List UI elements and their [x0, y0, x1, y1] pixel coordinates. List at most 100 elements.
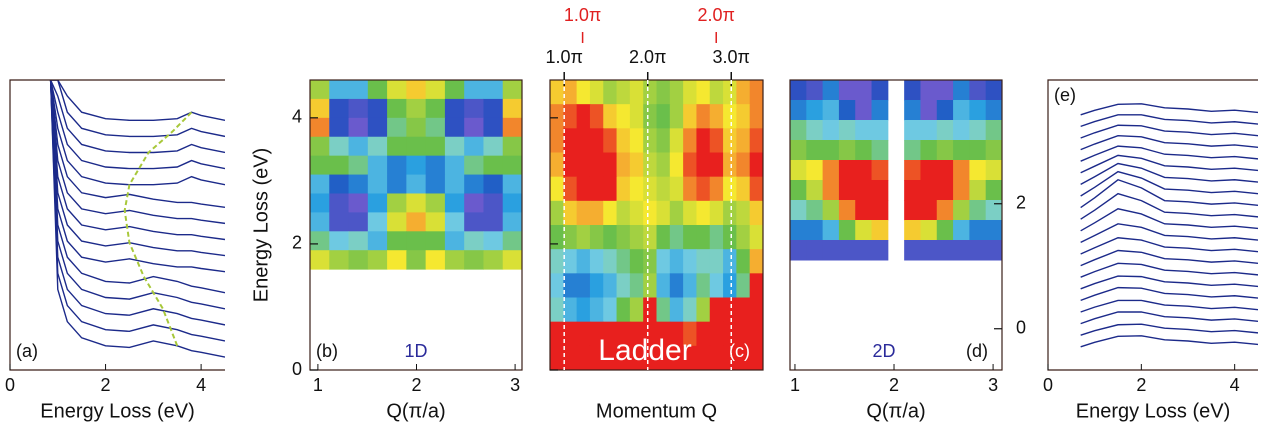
heat-cell [920, 80, 938, 101]
heat-cell [589, 80, 604, 105]
heat-cell [367, 231, 388, 251]
panel [790, 80, 1002, 261]
heat-cell [749, 273, 763, 298]
heat-cell [483, 155, 504, 176]
heat-cell [709, 80, 724, 105]
heat-cell [920, 120, 938, 141]
heat-cell [969, 140, 987, 161]
heat-cell [348, 80, 369, 100]
heat-cell [444, 155, 465, 176]
x-tick-label: 4 [1230, 375, 1240, 395]
heat-cell [696, 200, 711, 226]
x-tick-label: 1.0π [545, 47, 582, 67]
heat-cell [936, 100, 954, 121]
heat-cell [603, 104, 618, 129]
heat-cell [936, 240, 954, 261]
heat-cell [696, 249, 711, 274]
x-axis-label: Q(π/a) [866, 400, 925, 422]
heat-cell [603, 80, 618, 105]
spectrum-line [49, 80, 225, 154]
heat-cell [855, 240, 873, 261]
heat-cell [656, 152, 671, 178]
heat-cell [329, 174, 350, 194]
spectrum-line [1080, 275, 1258, 290]
heat-cell [871, 200, 889, 221]
x-tick-label: 2 [101, 375, 111, 395]
heat-cell [425, 212, 446, 232]
heat-cell [790, 140, 807, 161]
heat-cell [502, 193, 522, 213]
heat-cell [709, 200, 724, 226]
heat-cell [563, 80, 578, 105]
heat-cell [589, 104, 604, 129]
heat-cell [953, 80, 970, 101]
heat-cell [904, 100, 921, 121]
heat-cell [669, 128, 684, 153]
heat-cell [406, 117, 427, 138]
heat-cell [348, 98, 369, 119]
heat-cell [425, 117, 446, 138]
heat-cell [969, 100, 987, 121]
heat-cell [871, 100, 889, 121]
frame [9, 79, 225, 371]
heat-cell [696, 321, 711, 347]
heat-cell [736, 321, 751, 347]
heat-cell [310, 136, 330, 157]
heat-cell [444, 98, 465, 119]
heat-cell [709, 176, 724, 202]
heat-cell [790, 240, 807, 261]
heat-cell [656, 249, 671, 274]
heat-cell [464, 98, 484, 119]
heat-cell [855, 140, 873, 161]
x-tick-label: 2 [889, 375, 899, 395]
heat-cell [643, 176, 657, 202]
heat-cell [953, 200, 970, 221]
heat-cell [855, 80, 873, 101]
heat-cell [656, 200, 671, 226]
panel-label: (c) [729, 341, 750, 361]
heat-cell [643, 200, 657, 226]
panel-annotation: 1D [404, 341, 427, 361]
heat-cell [723, 273, 737, 298]
heat-cell [656, 176, 671, 202]
heat-cell [953, 100, 970, 121]
heat-cell [709, 104, 724, 129]
heat-cell [723, 345, 737, 370]
heat-cell [683, 249, 697, 274]
heat-cell [736, 345, 751, 370]
heat-cell [669, 273, 684, 298]
spectrum-line [1080, 208, 1258, 232]
heat-cell [920, 220, 938, 241]
spectrum-line [1080, 145, 1258, 162]
heat-cell [643, 225, 657, 250]
heat-cell [387, 80, 407, 100]
heat-cell [367, 117, 388, 138]
heat-cell [616, 200, 631, 226]
heat-cell [822, 240, 840, 261]
heat-cell [563, 345, 578, 370]
heat-cell [736, 297, 751, 323]
spectrum-line [1080, 299, 1258, 313]
spectrum-line [50, 80, 225, 121]
heat-cell [904, 140, 921, 161]
heat-cell [723, 128, 737, 153]
heat-cell [603, 249, 618, 274]
heat-cell [406, 193, 427, 213]
spectrum-line [1080, 323, 1258, 336]
heat-cell [723, 249, 737, 274]
heat-cell [683, 152, 697, 178]
heat-cell [464, 231, 484, 251]
heat-cell [550, 200, 564, 226]
heat-cell [348, 117, 369, 138]
heat-cell [723, 80, 737, 105]
heat-cell [838, 180, 856, 201]
heat-cell [616, 345, 631, 370]
spectrum-line [1080, 311, 1258, 325]
heat-cell [643, 152, 657, 178]
heat-cell [550, 273, 564, 298]
heat-cell [953, 220, 970, 241]
heat-cell [871, 140, 889, 161]
x-tick-label: 1 [790, 375, 800, 395]
heat-cell [656, 345, 671, 370]
